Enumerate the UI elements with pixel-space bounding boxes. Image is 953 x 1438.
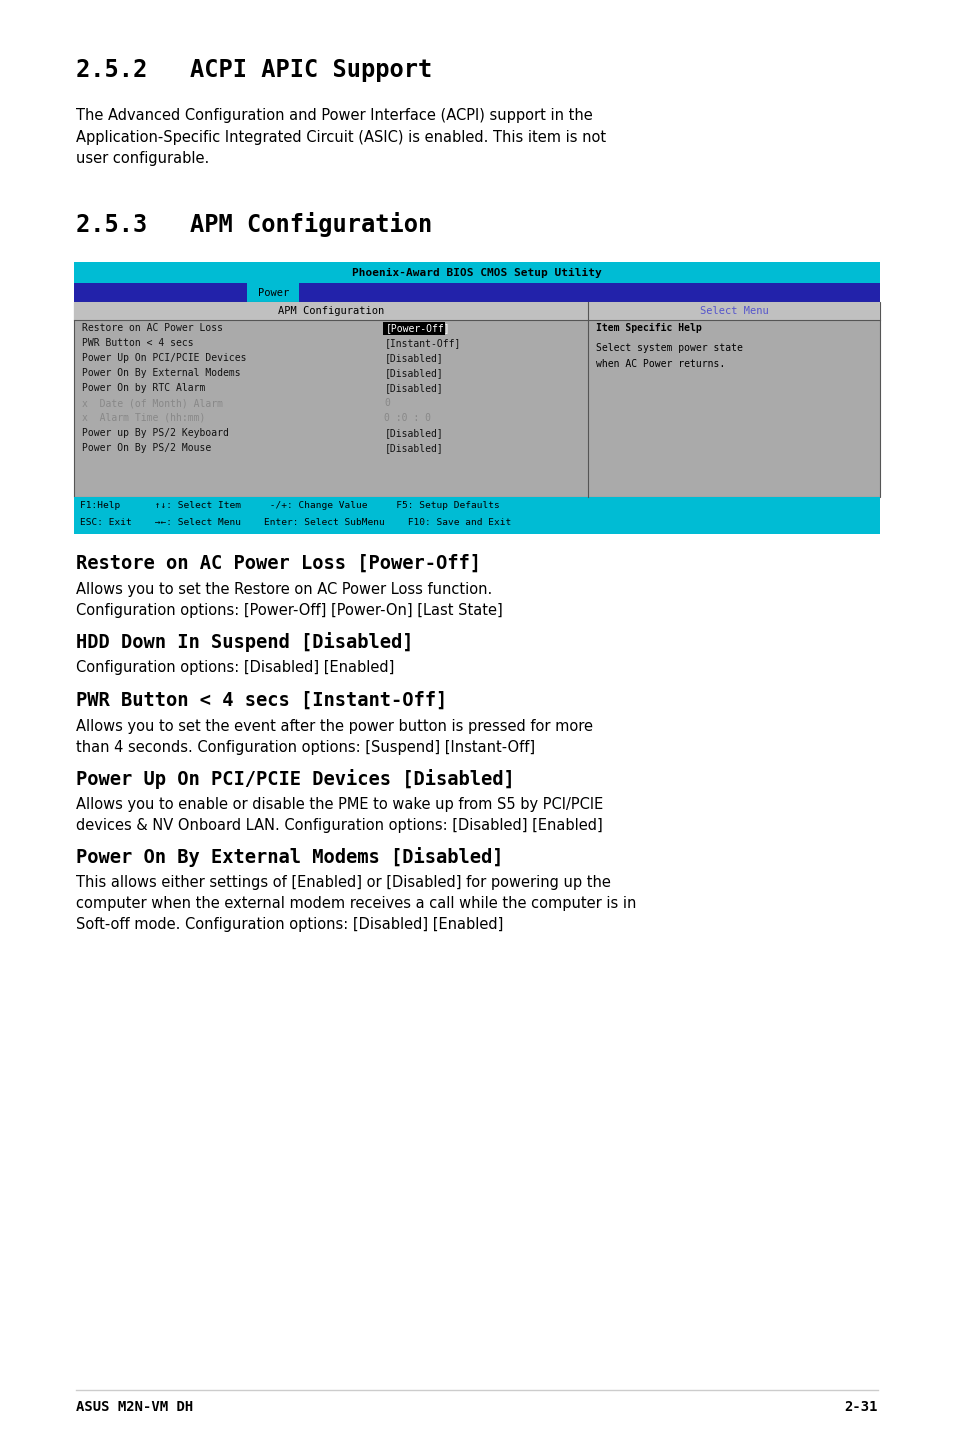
Text: ESC: Exit    →←: Select Menu    Enter: Select SubMenu    F10: Save and Exit: ESC: Exit →←: Select Menu Enter: Select … [80,518,511,526]
Bar [247,283,299,302]
Bar [74,302,879,498]
Text: Select Menu: Select Menu [699,306,768,316]
Text: 2-31: 2-31 [843,1401,877,1414]
Text: ASUS M2N-VM DH: ASUS M2N-VM DH [76,1401,193,1414]
Bar [74,262,879,283]
Text: Power Up On PCI/PCIE Devices: Power Up On PCI/PCIE Devices [82,352,246,362]
Text: PWR Button < 4 secs: PWR Button < 4 secs [82,338,193,348]
Text: APM Configuration: APM Configuration [277,306,384,316]
Text: Power up By PS/2 Keyboard: Power up By PS/2 Keyboard [82,429,229,439]
Text: Allows you to enable or disable the PME to wake up from S5 by PCI/PCIE
devices &: Allows you to enable or disable the PME … [76,797,602,833]
Text: PWR Button < 4 secs [Instant-Off]: PWR Button < 4 secs [Instant-Off] [76,692,447,710]
Bar [74,498,879,533]
Text: Restore on AC Power Loss [Power-Off]: Restore on AC Power Loss [Power-Off] [76,554,480,572]
Text: Configuration options: [Disabled] [Enabled]: Configuration options: [Disabled] [Enabl… [76,660,394,674]
Text: 0 :0 : 0: 0 :0 : 0 [384,413,431,423]
Text: [Disabled]: [Disabled] [384,368,442,378]
Text: The Advanced Configuration and Power Interface (ACPI) support in the
Application: The Advanced Configuration and Power Int… [76,108,605,167]
Text: 0: 0 [384,398,390,408]
Text: Power Up On PCI/PCIE Devices [Disabled]: Power Up On PCI/PCIE Devices [Disabled] [76,769,515,789]
Text: Power On By PS/2 Mouse: Power On By PS/2 Mouse [82,443,211,453]
Text: [Power-Off]: [Power-Off] [385,324,450,334]
Text: Power On By External Modems: Power On By External Modems [82,368,240,378]
Text: Allows you to set the event after the power button is pressed for more
than 4 se: Allows you to set the event after the po… [76,719,593,755]
Text: Item Specific Help: Item Specific Help [596,324,701,334]
Text: F1:Help      ↑↓: Select Item     -/+: Change Value     F5: Setup Defaults: F1:Help ↑↓: Select Item -/+: Change Valu… [80,500,499,510]
Text: 2.5.2   ACPI APIC Support: 2.5.2 ACPI APIC Support [76,58,432,82]
Text: [Disabled]: [Disabled] [384,429,442,439]
Text: x  Alarm Time (hh:mm): x Alarm Time (hh:mm) [82,413,205,423]
Text: [Disabled]: [Disabled] [384,352,442,362]
Text: x  Date (of Month) Alarm: x Date (of Month) Alarm [82,398,223,408]
Bar [383,322,444,335]
Text: Allows you to set the Restore on AC Power Loss function.
Configuration options: : Allows you to set the Restore on AC Powe… [76,582,502,618]
Text: [Disabled]: [Disabled] [384,443,442,453]
Text: Power On By External Modems [Disabled]: Power On By External Modems [Disabled] [76,847,503,867]
Bar [74,302,879,321]
Text: Power: Power [257,288,289,298]
Text: HDD Down In Suspend [Disabled]: HDD Down In Suspend [Disabled] [76,631,413,651]
Text: Power On by RTC Alarm: Power On by RTC Alarm [82,383,205,393]
Text: Restore on AC Power Loss: Restore on AC Power Loss [82,324,223,334]
Text: Phoenix-Award BIOS CMOS Setup Utility: Phoenix-Award BIOS CMOS Setup Utility [352,267,601,278]
Text: [Instant-Off]: [Instant-Off] [384,338,460,348]
Text: This allows either settings of [Enabled] or [Disabled] for powering up the
compu: This allows either settings of [Enabled]… [76,874,636,932]
Bar [74,283,879,302]
Text: [Disabled]: [Disabled] [384,383,442,393]
Text: 2.5.3   APM Configuration: 2.5.3 APM Configuration [76,211,432,237]
Text: Select system power state
when AC Power returns.: Select system power state when AC Power … [596,344,742,368]
